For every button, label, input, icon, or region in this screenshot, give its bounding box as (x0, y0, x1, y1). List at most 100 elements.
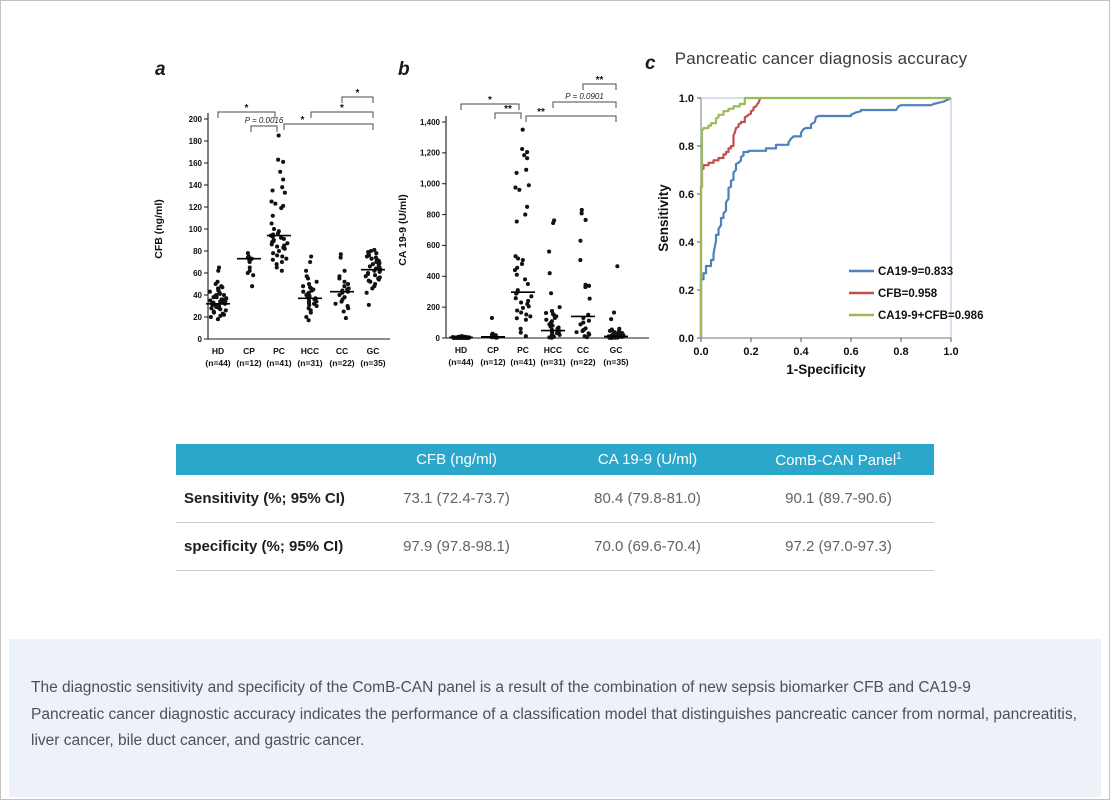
panel-c-letter: c (645, 53, 656, 74)
cell-specificity-ca19-9: 70.0 (69.6-70.4) (552, 522, 743, 571)
svg-text:*: * (301, 115, 305, 126)
svg-text:(n=44): (n=44) (448, 357, 473, 367)
svg-text:0.4: 0.4 (793, 346, 809, 358)
svg-text:0: 0 (436, 334, 441, 343)
svg-text:CP: CP (243, 346, 255, 356)
svg-text:(n=31): (n=31) (540, 357, 565, 367)
svg-text:**: ** (537, 107, 545, 118)
cell-sensitivity-ca19-9: 80.4 (79.8-81.0) (552, 475, 743, 523)
svg-text:0.8: 0.8 (679, 141, 694, 153)
svg-text:(n=35): (n=35) (360, 358, 385, 368)
svg-text:0.6: 0.6 (843, 346, 858, 358)
svg-text:120: 120 (189, 203, 203, 212)
svg-text:400: 400 (427, 272, 441, 281)
cell-specificity-panel: 97.2 (97.0-97.3) (743, 522, 934, 571)
table-row-specificity: specificity (%; 95% CI) 97.9 (97.8-98.1)… (176, 522, 934, 571)
svg-text:CP: CP (487, 345, 499, 355)
footer-line-2: Pancreatic cancer diagnostic accuracy in… (31, 705, 1077, 723)
svg-text:(n=22): (n=22) (329, 358, 354, 368)
svg-text:1,200: 1,200 (420, 149, 441, 158)
table-header-cfb: CFB (ng/ml) (361, 444, 552, 475)
roc-curve-chart: 0.0 0.2 0.4 0.6 0.8 1.0 0.0 0.2 0.4 0.6 0.8 1.0 1-Sp… (656, 93, 983, 377)
svg-text:0.4: 0.4 (679, 237, 695, 249)
svg-text:CFB (ng/ml): CFB (ng/ml) (153, 199, 165, 259)
svg-text:200: 200 (189, 115, 203, 124)
svg-text:(n=12): (n=12) (236, 358, 261, 368)
row-label-sensitivity: Sensitivity (%; 95% CI) (176, 475, 361, 523)
roc-title: Pancreatic cancer diagnosis accuracy (674, 49, 968, 68)
cell-sensitivity-cfb: 73.1 (72.4-73.7) (361, 475, 552, 523)
svg-text:P = 0.0016: P = 0.0016 (245, 116, 284, 125)
accuracy-table: CFB (ng/ml) CA 19-9 (U/ml) ComB-CAN Pane… (176, 444, 934, 571)
svg-text:(n=44): (n=44) (205, 358, 230, 368)
row-label-specificity: specificity (%; 95% CI) (176, 522, 361, 571)
svg-text:CC: CC (336, 346, 348, 356)
table-header-comb-can: ComB-CAN Panel1 (743, 444, 934, 475)
svg-text:0.8: 0.8 (893, 346, 908, 358)
svg-text:(n=41): (n=41) (266, 358, 291, 368)
footer-line-3: liver cancer, bile duct cancer, and gast… (31, 732, 365, 749)
svg-text:40: 40 (193, 291, 202, 300)
svg-text:1.0: 1.0 (679, 93, 694, 105)
svg-text:**: ** (504, 104, 512, 115)
footer-note: The diagnostic sensitivity and specifici… (9, 639, 1101, 797)
svg-text:HD: HD (212, 346, 224, 356)
table-header-empty (176, 444, 361, 475)
svg-text:Sensitivity: Sensitivity (656, 184, 671, 252)
svg-text:0.0: 0.0 (693, 346, 708, 358)
footnote-marker: 1 (896, 450, 902, 462)
svg-text:140: 140 (189, 181, 203, 190)
cfb-dot-plot: 0 20 40 60 80 100 120 140 160 180 200 CFB (ng/ml) * P… (153, 88, 390, 368)
footer-line-1: The diagnostic sensitivity and specifici… (31, 679, 971, 696)
svg-text:*: * (488, 95, 492, 106)
svg-text:200: 200 (427, 303, 441, 312)
svg-text:1,000: 1,000 (420, 180, 441, 189)
table-header-row: CFB (ng/ml) CA 19-9 (U/ml) ComB-CAN Pane… (176, 444, 934, 475)
svg-text:(n=35): (n=35) (603, 357, 628, 367)
svg-text:60: 60 (193, 269, 202, 278)
svg-text:HCC: HCC (544, 345, 562, 355)
svg-text:**: ** (596, 75, 604, 86)
svg-text:0.2: 0.2 (679, 285, 694, 297)
svg-text:100: 100 (189, 225, 203, 234)
svg-text:(n=31): (n=31) (297, 358, 322, 368)
svg-text:(n=41): (n=41) (510, 357, 535, 367)
table-row-sensitivity: Sensitivity (%; 95% CI) 73.1 (72.4-73.7)… (176, 475, 934, 523)
ca19-9-dot-plot: 0 200 400 600 800 1,000 1,200 1,400 CA 19-9 (U/m… (397, 75, 649, 367)
svg-text:600: 600 (427, 241, 441, 250)
table-header-ca19-9: CA 19-9 (U/ml) (552, 444, 743, 475)
svg-text:HD: HD (455, 345, 467, 355)
svg-text:800: 800 (427, 210, 441, 219)
svg-text:(n=12): (n=12) (480, 357, 505, 367)
svg-text:CA 19-9 (U/ml): CA 19-9 (U/ml) (397, 194, 409, 265)
cell-sensitivity-panel: 90.1 (89.7-90.6) (743, 475, 934, 523)
svg-text:1.0: 1.0 (943, 346, 958, 358)
svg-text:20: 20 (193, 313, 202, 322)
svg-text:80: 80 (193, 247, 202, 256)
svg-text:(n=22): (n=22) (570, 357, 595, 367)
svg-text:CA19-9=0.833: CA19-9=0.833 (878, 266, 953, 278)
svg-text:CA19-9+CFB=0.986: CA19-9+CFB=0.986 (878, 310, 983, 322)
svg-text:GC: GC (367, 346, 380, 356)
svg-text:1,400: 1,400 (420, 118, 441, 127)
svg-text:*: * (340, 103, 344, 114)
svg-text:*: * (245, 103, 249, 114)
svg-text:180: 180 (189, 137, 203, 146)
svg-text:CFB=0.958: CFB=0.958 (878, 288, 938, 300)
svg-text:CC: CC (577, 345, 589, 355)
svg-text:0: 0 (198, 335, 203, 344)
panel-a-letter: a (155, 59, 166, 80)
svg-text:1-Specificity: 1-Specificity (786, 362, 866, 377)
svg-text:0.2: 0.2 (743, 346, 758, 358)
panel-b-letter: b (398, 59, 410, 80)
svg-text:GC: GC (610, 345, 623, 355)
svg-text:*: * (356, 88, 360, 99)
svg-text:0.0: 0.0 (679, 333, 694, 345)
cell-specificity-cfb: 97.9 (97.8-98.1) (361, 522, 552, 571)
svg-text:0.6: 0.6 (679, 189, 694, 201)
svg-text:160: 160 (189, 159, 203, 168)
svg-text:P = 0.0901: P = 0.0901 (565, 92, 604, 101)
svg-text:PC: PC (273, 346, 285, 356)
svg-text:HCC: HCC (301, 346, 319, 356)
